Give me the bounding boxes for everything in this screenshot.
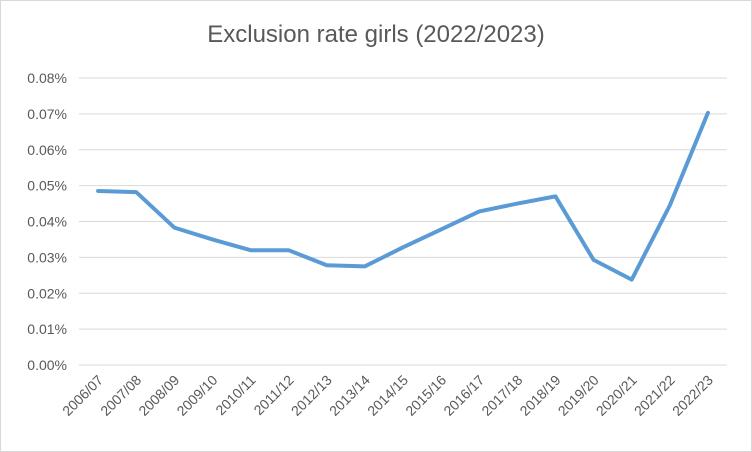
x-tick-label: 2011/12 — [250, 372, 297, 419]
x-tick-label: 2007/08 — [97, 372, 144, 419]
x-tick-label: 2010/11 — [212, 372, 259, 419]
y-tick-label: 0.00% — [27, 357, 67, 373]
x-tick-label: 2009/10 — [173, 372, 220, 419]
x-tick-label: 2012/13 — [288, 372, 335, 419]
y-tick-label: 0.04% — [27, 214, 67, 230]
x-tick-label: 2017/18 — [478, 372, 525, 419]
x-tick-label: 2016/17 — [440, 372, 487, 419]
x-tick-label: 2015/16 — [402, 372, 449, 419]
y-tick-label: 0.03% — [27, 249, 67, 265]
x-tick-label: 2008/09 — [135, 372, 182, 419]
y-tick-label: 0.02% — [27, 285, 67, 301]
y-tick-label: 0.05% — [27, 178, 67, 194]
chart-title: Exclusion rate girls (2022/2023) — [207, 21, 545, 48]
x-tick-label: 2006/07 — [59, 372, 106, 419]
x-tick-label: 2019/20 — [555, 372, 602, 419]
x-tick-label: 2022/23 — [669, 372, 716, 419]
y-tick-label: 0.08% — [27, 70, 67, 86]
y-tick-label: 0.07% — [27, 106, 67, 122]
x-tick-label: 2021/22 — [631, 372, 678, 419]
y-tick-label: 0.01% — [27, 321, 67, 337]
x-tick-label: 2014/15 — [364, 372, 411, 419]
series-line — [96, 110, 710, 282]
x-tick-label: 2020/21 — [593, 372, 640, 419]
x-tick-label: 2018/19 — [516, 372, 563, 419]
x-tick-label: 2013/14 — [326, 372, 373, 419]
y-tick-label: 0.06% — [27, 142, 67, 158]
